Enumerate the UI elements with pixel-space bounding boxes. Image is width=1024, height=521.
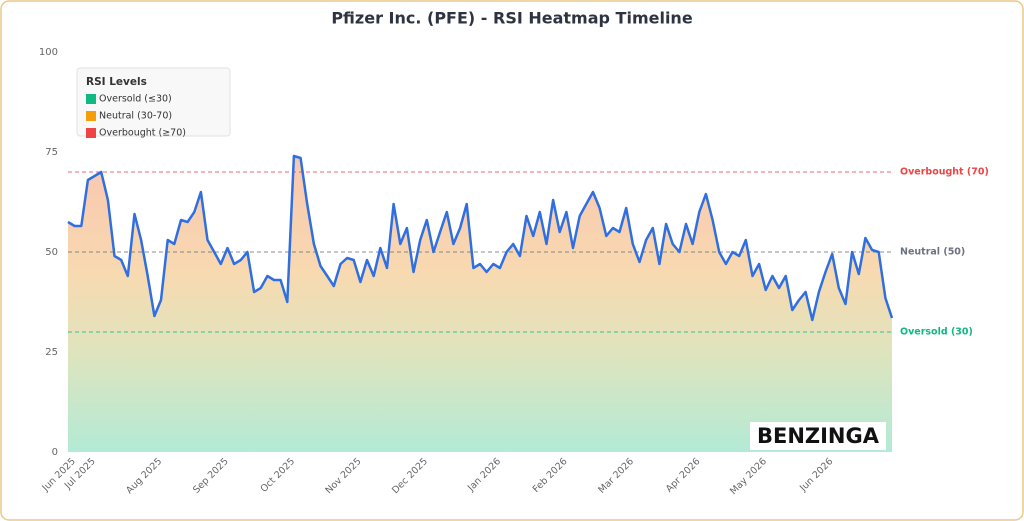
y-tick-label: 100	[39, 47, 58, 58]
legend-label: Neutral (30-70)	[99, 111, 172, 122]
y-tick-label: 0	[52, 447, 58, 458]
y-tick-label: 75	[45, 147, 58, 158]
watermark: BENZINGA	[757, 424, 880, 448]
y-tick-label: 25	[45, 347, 58, 358]
reference-label: Overbought (70)	[900, 167, 989, 178]
area	[68, 156, 892, 452]
legend-swatch	[86, 111, 96, 121]
y-tick-label: 50	[45, 247, 58, 258]
line	[67, 154, 894, 322]
legend-label: Oversold (≤30)	[99, 94, 172, 105]
reference-label: Oversold (30)	[900, 327, 973, 338]
legend-box	[76, 67, 231, 137]
reference-label: Neutral (50)	[900, 247, 965, 258]
legend: RSI Levels Oversold (≤30) Neutral (30-70) O…	[76, 67, 231, 139]
legend-swatch	[86, 94, 96, 104]
chart-title: Pfizer Inc. (PFE) - RSI Heatmap Timeline	[331, 9, 693, 28]
legend-title: RSI Levels	[86, 76, 147, 88]
watermark-bg	[750, 422, 886, 450]
legend-label: Overbought (≥70)	[99, 128, 186, 139]
legend-swatch	[86, 128, 96, 138]
